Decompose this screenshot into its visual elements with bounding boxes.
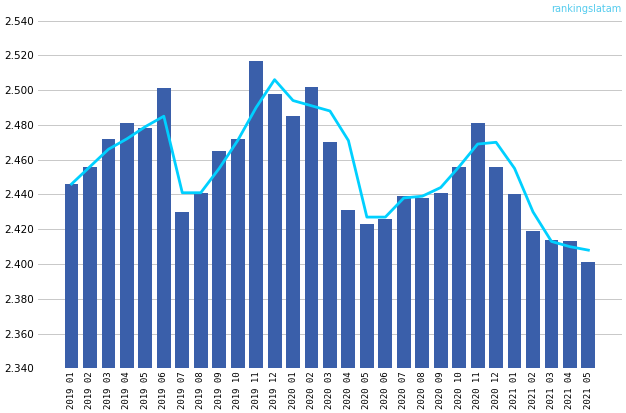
Bar — [452, 167, 466, 368]
Bar — [305, 87, 319, 368]
Bar — [101, 139, 115, 368]
Bar — [545, 240, 558, 368]
Bar — [397, 196, 411, 368]
Bar — [157, 88, 171, 368]
Bar — [231, 139, 245, 368]
Bar — [342, 210, 356, 368]
Bar — [249, 61, 263, 368]
Bar — [194, 193, 208, 368]
Bar — [582, 262, 595, 368]
Bar — [64, 184, 78, 368]
Text: rankingslatam: rankingslatam — [552, 4, 622, 14]
Bar — [415, 198, 429, 368]
Bar — [378, 219, 393, 368]
Bar — [489, 167, 503, 368]
Bar — [120, 123, 134, 368]
Bar — [471, 123, 485, 368]
Bar — [268, 94, 282, 368]
Bar — [323, 142, 337, 368]
Bar — [212, 151, 226, 368]
Bar — [360, 224, 374, 368]
Bar — [508, 195, 521, 368]
Bar — [83, 167, 97, 368]
Bar — [526, 231, 540, 368]
Bar — [138, 128, 152, 368]
Bar — [286, 116, 300, 368]
Bar — [175, 212, 189, 368]
Bar — [434, 193, 448, 368]
Bar — [563, 242, 577, 368]
